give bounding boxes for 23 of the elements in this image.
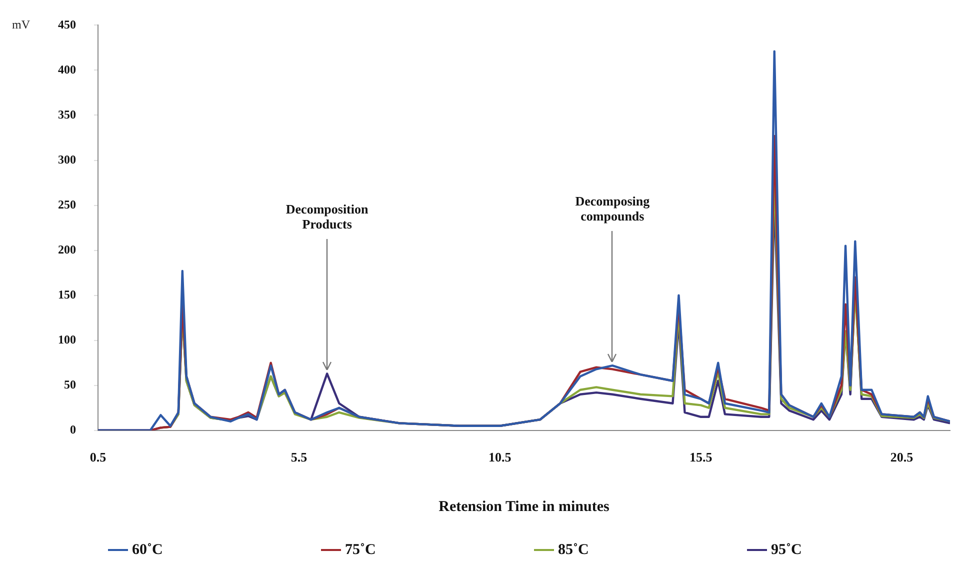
x-tick-label: 5.5 xyxy=(290,450,308,465)
y-tick-label: 450 xyxy=(58,17,76,32)
legend-label: 75˚C xyxy=(345,542,376,558)
y-tick-label: 350 xyxy=(58,107,76,122)
x-tick-label: 20.5 xyxy=(890,450,914,465)
x-tick-label: 15.5 xyxy=(689,450,713,465)
y-tick-label: 400 xyxy=(58,62,76,76)
annotation: Decomposing compounds xyxy=(575,194,650,224)
x-tick-label: 10.5 xyxy=(488,450,512,465)
legend-label: 60˚C xyxy=(132,542,163,558)
x-axis-title: Retension Time in minutes xyxy=(438,498,610,515)
y-tick-label: 100 xyxy=(58,332,76,346)
annotation: Decomposition Products xyxy=(286,202,370,232)
y-tick-label: 300 xyxy=(58,152,76,166)
legend-label: 85˚C xyxy=(558,542,589,558)
y-axis-title: mV xyxy=(12,17,30,32)
y-tick-label: 0 xyxy=(70,422,76,436)
y-tick-label: 200 xyxy=(58,242,76,256)
y-tick-label: 150 xyxy=(58,287,76,302)
x-tick-label: 0.5 xyxy=(90,450,107,465)
legend-label: 95˚C xyxy=(771,542,802,558)
y-tick-label: 50 xyxy=(64,377,76,392)
y-tick-label: 250 xyxy=(58,197,76,212)
